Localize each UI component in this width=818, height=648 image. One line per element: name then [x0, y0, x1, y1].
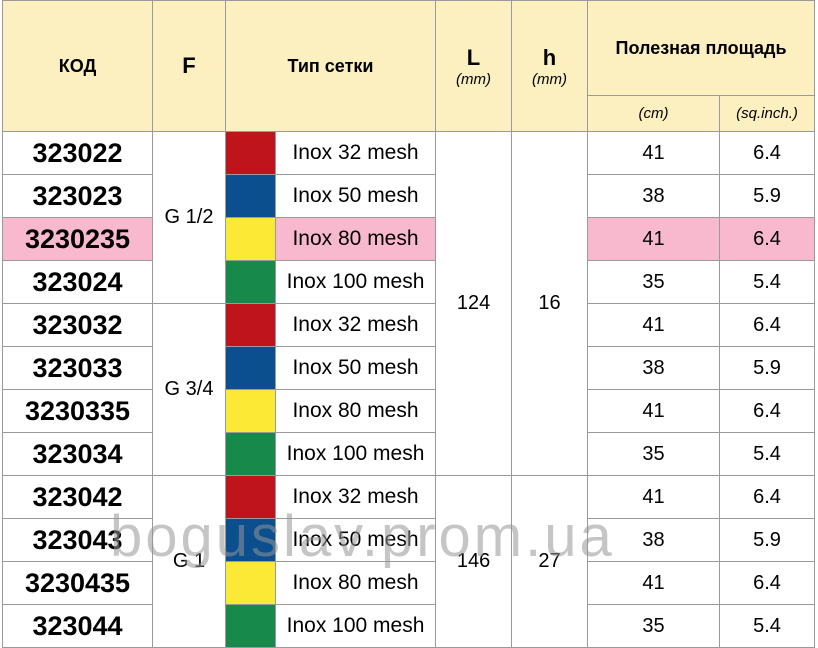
- area-sq-inch: 5.4: [719, 604, 816, 648]
- product-code: 3230335: [2, 389, 153, 433]
- area-sq-inch: 5.9: [719, 174, 816, 218]
- table-row: 323024 Inox 100 mesh 35 5.4: [2, 260, 816, 304]
- product-code: 323043: [2, 518, 153, 562]
- area-sq-inch: 5.9: [719, 518, 816, 562]
- area-sq-inch: 6.4: [719, 561, 816, 605]
- mesh-type: Inox 80 mesh: [274, 561, 437, 605]
- header-h: h (mm): [511, 0, 589, 132]
- table-body: 323022 G 1/2 Inox 32 mesh 124 16 41 6.4 323023 I…: [2, 131, 816, 648]
- mesh-color-swatch: [225, 260, 276, 304]
- product-code: 323044: [2, 604, 153, 648]
- height-value: 27: [511, 475, 589, 648]
- header-l-label: L: [466, 44, 481, 70]
- mesh-color-swatch: [225, 432, 276, 476]
- table-row: 323043 Inox 50 mesh 38 5.9: [2, 518, 816, 562]
- thread-size: G 1: [152, 475, 226, 648]
- table-row: 323044 Inox 100 mesh 35 5.4: [2, 604, 816, 648]
- header-f: F: [152, 0, 226, 132]
- mesh-color-swatch: [225, 561, 276, 605]
- mesh-color-swatch: [225, 518, 276, 562]
- mesh-type: Inox 80 mesh: [274, 389, 437, 433]
- header-area-in: (sq.inch.): [719, 95, 816, 132]
- mesh-color-swatch: [225, 131, 276, 175]
- mesh-type: Inox 100 mesh: [274, 432, 437, 476]
- table-row: 323034 Inox 100 mesh 35 5.4: [2, 432, 816, 476]
- area-cm: 41: [587, 131, 721, 175]
- area-cm: 38: [587, 174, 721, 218]
- header-h-unit: (mm): [532, 70, 567, 88]
- length-value: 124: [435, 131, 513, 476]
- mesh-color-swatch: [225, 389, 276, 433]
- mesh-color-swatch: [225, 174, 276, 218]
- area-cm: 41: [587, 389, 721, 433]
- mesh-type: Inox 50 mesh: [274, 518, 437, 562]
- table-row: 3230435 Inox 80 mesh 41 6.4: [2, 561, 816, 605]
- header-l-unit: (mm): [456, 70, 491, 88]
- header-code: КОД: [2, 0, 153, 132]
- product-code: 323024: [2, 260, 153, 304]
- mesh-type: Inox 32 mesh: [274, 475, 437, 519]
- product-code: 323042: [2, 475, 153, 519]
- mesh-type: Inox 32 mesh: [274, 303, 437, 347]
- area-cm: 35: [587, 432, 721, 476]
- table-row: 3230335 Inox 80 mesh 41 6.4: [2, 389, 816, 433]
- product-code: 3230235: [2, 217, 153, 261]
- mesh-type: Inox 80 mesh: [274, 217, 437, 261]
- header-h-label: h: [542, 44, 557, 70]
- header-area-cm: (cm): [587, 95, 721, 132]
- length-value: 146: [435, 475, 513, 648]
- area-sq-inch: 6.4: [719, 303, 816, 347]
- mesh-type: Inox 50 mesh: [274, 174, 437, 218]
- area-sq-inch: 6.4: [719, 217, 816, 261]
- mesh-type: Inox 100 mesh: [274, 260, 437, 304]
- area-cm: 38: [587, 518, 721, 562]
- header-mesh-type: Тип сетки: [224, 0, 437, 132]
- area-cm: 41: [587, 561, 721, 605]
- product-code: 323022: [2, 131, 153, 175]
- area-cm: 41: [587, 217, 721, 261]
- mesh-color-swatch: [225, 217, 276, 261]
- mesh-color-swatch: [225, 475, 276, 519]
- table-row: 3230235 Inox 80 mesh 41 6.4: [2, 217, 816, 261]
- area-cm: 41: [587, 475, 721, 519]
- area-sq-inch: 6.4: [719, 475, 816, 519]
- mesh-color-swatch: [225, 604, 276, 648]
- area-sq-inch: 5.4: [719, 432, 816, 476]
- area-cm: 41: [587, 303, 721, 347]
- product-code: 323033: [2, 346, 153, 390]
- product-code: 3230435: [2, 561, 153, 605]
- table-row: 323032 G 3/4 Inox 32 mesh 41 6.4: [2, 303, 816, 476]
- mesh-type: Inox 32 mesh: [274, 131, 437, 175]
- mesh-type: Inox 100 mesh: [274, 604, 437, 648]
- area-cm: 38: [587, 346, 721, 390]
- table-row: 323023 Inox 50 mesh 38 5.9: [2, 174, 816, 218]
- thread-size: G 3/4: [152, 303, 226, 476]
- area-sq-inch: 6.4: [719, 389, 816, 433]
- mesh-color-swatch: [225, 346, 276, 390]
- header-area: Полезная площадь: [587, 0, 816, 96]
- area-cm: 35: [587, 260, 721, 304]
- height-value: 16: [511, 131, 589, 476]
- mesh-type: Inox 50 mesh: [274, 346, 437, 390]
- area-sq-inch: 5.4: [719, 260, 816, 304]
- area-sq-inch: 5.9: [719, 346, 816, 390]
- header-l: L (mm): [435, 0, 513, 132]
- area-cm: 35: [587, 604, 721, 648]
- table-row: 323033 Inox 50 mesh 38 5.9: [2, 346, 816, 390]
- thread-size: G 1/2: [152, 131, 226, 304]
- product-code: 323034: [2, 432, 153, 476]
- table-row: 323022 G 1/2 Inox 32 mesh 124 16 41 6.4: [2, 131, 816, 476]
- area-sq-inch: 6.4: [719, 131, 816, 175]
- product-code: 323023: [2, 174, 153, 218]
- mesh-color-swatch: [225, 303, 276, 347]
- product-code: 323032: [2, 303, 153, 347]
- table-row: 323042 G 1 Inox 32 mesh 146 27 41 6.4: [2, 475, 816, 648]
